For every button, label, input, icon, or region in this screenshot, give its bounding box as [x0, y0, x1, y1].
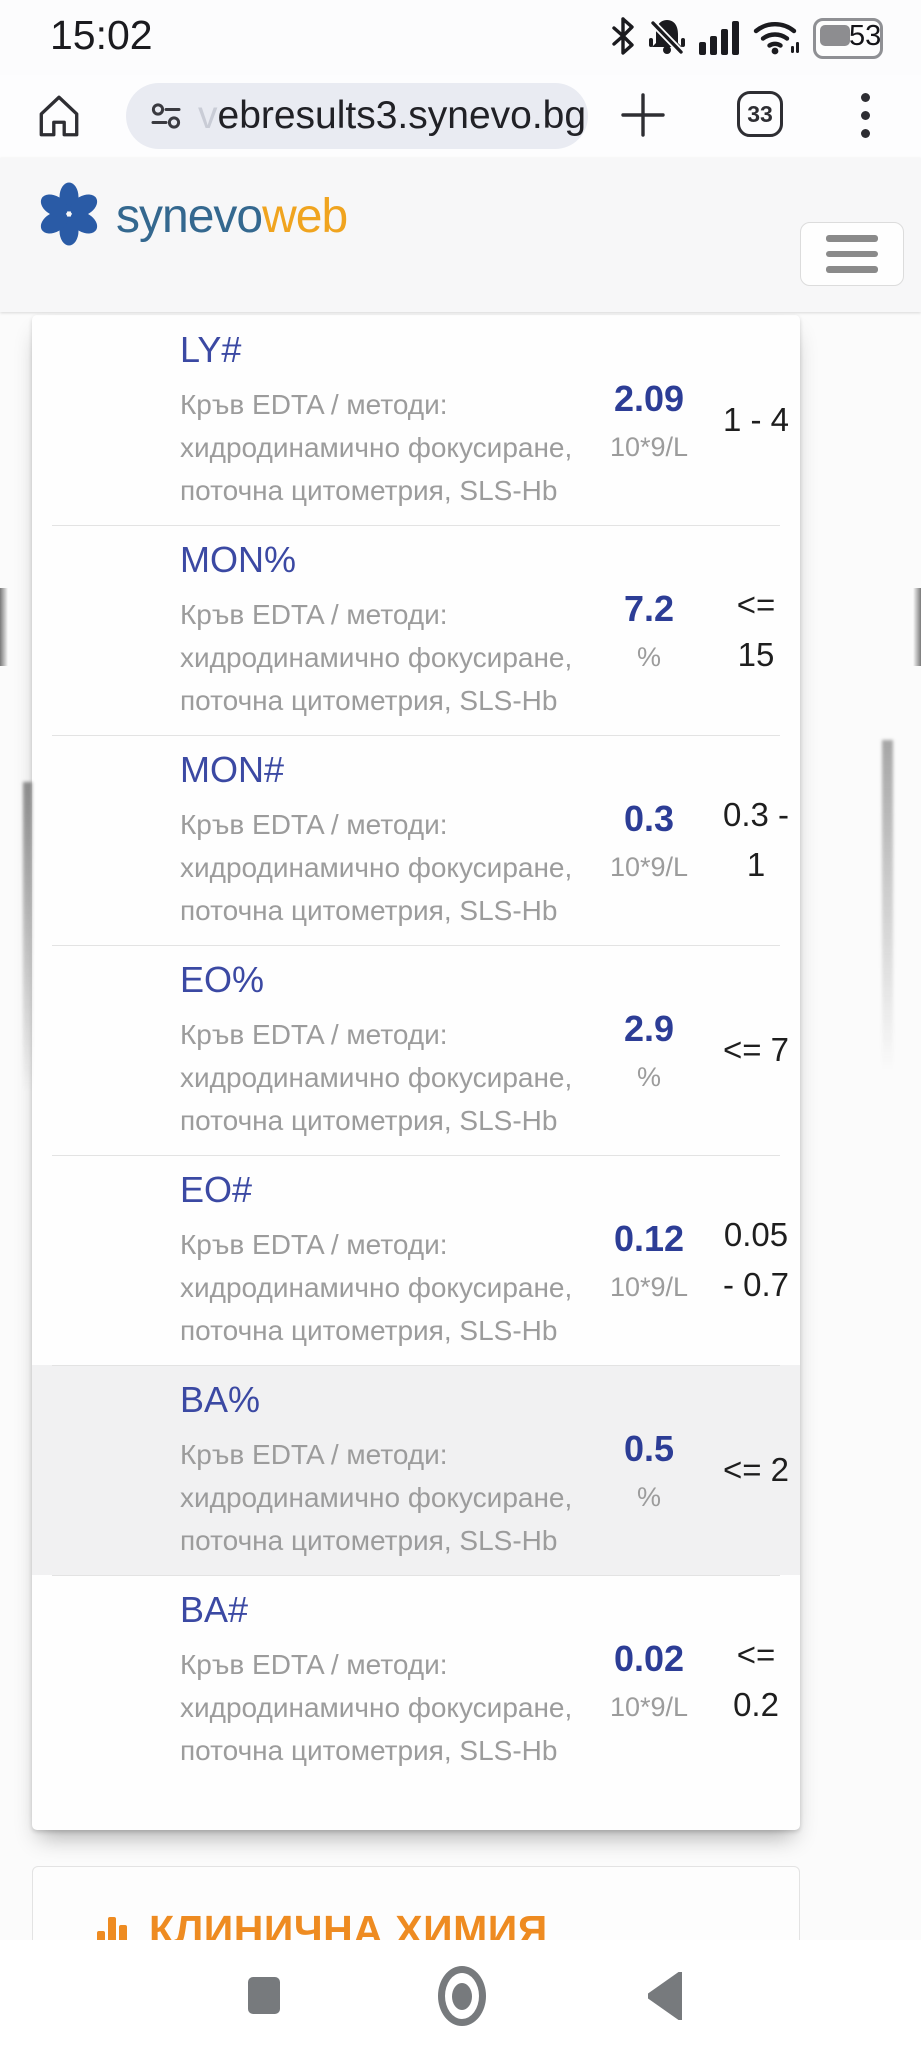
battery-icon: 53: [813, 17, 883, 59]
battery-fill: [820, 24, 850, 46]
test-name: MON#: [180, 748, 285, 790]
test-result: 0.12 10*9/L: [588, 1218, 710, 1303]
result-row[interactable]: EO# Кръв EDTA / методи: хидродинамично ф…: [32, 1155, 800, 1365]
results-card: LY# Кръв EDTA / методи: хидродинамично ф…: [32, 315, 800, 1830]
test-value: 0.02: [613, 1637, 685, 1679]
result-row[interactable]: MON% Кръв EDTA / методи: хидродинамично …: [32, 525, 800, 735]
test-info: MON# Кръв EDTA / методи: хидродинамично …: [180, 749, 588, 932]
results-list: LY# Кръв EDTA / методи: хидродинамично ф…: [32, 315, 800, 1785]
test-description: Кръв EDTA / методи: хидродинамично фокус…: [180, 1648, 573, 1766]
result-row[interactable]: BA% Кръв EDTA / методи: хидродинамично ф…: [32, 1365, 800, 1575]
browser-toolbar: vebresults3.synevo.bg 33: [0, 75, 921, 159]
new-tab-button[interactable]: [620, 92, 666, 138]
test-unit: 10*9/L: [609, 431, 689, 462]
back-icon[interactable]: [646, 1970, 684, 2022]
test-value: 2.09: [613, 377, 685, 419]
test-info: EO% Кръв EDTA / методи: хидродинамично ф…: [180, 959, 588, 1142]
url-bar[interactable]: vebresults3.synevo.bg: [126, 83, 588, 149]
hamburger-menu-button[interactable]: [800, 222, 904, 286]
test-unit: 10*9/L: [609, 1691, 689, 1722]
test-unit: 10*9/L: [609, 851, 689, 882]
logo-text-web: web: [262, 190, 348, 243]
test-description: Кръв EDTA / методи: хидродинамично фокус…: [180, 388, 573, 506]
test-info: EO# Кръв EDTA / методи: хидродинамично ф…: [180, 1169, 588, 1352]
test-description: Кръв EDTA / методи: хидродинамично фокус…: [180, 598, 573, 716]
test-unit: %: [636, 1061, 661, 1092]
reference-range: <= 0.2: [733, 1636, 779, 1723]
status-icons: 53: [611, 16, 883, 61]
result-row[interactable]: LY# Кръв EDTA / методи: хидродинамично ф…: [32, 315, 800, 525]
status-bar: 15:02: [0, 0, 921, 75]
bluetooth-icon: [611, 16, 635, 61]
test-name: LY#: [180, 328, 242, 370]
result-row[interactable]: EO% Кръв EDTA / методи: хидродинамично ф…: [32, 945, 800, 1155]
test-value: 0.12: [613, 1217, 685, 1259]
wifi-icon: [752, 17, 800, 60]
url-domain: ebresults3.synevo.bg: [217, 94, 587, 137]
battery-percent: 53: [849, 19, 882, 52]
flower-logo-icon: [36, 178, 102, 255]
test-result: 2.9 %: [588, 1008, 710, 1093]
test-result: 2.09 10*9/L: [588, 378, 710, 463]
edge-shadow-right: [913, 588, 921, 666]
reference-range: <= 2: [722, 1451, 790, 1488]
test-result: 0.02 10*9/L: [588, 1638, 710, 1723]
tab-count: 33: [747, 100, 773, 127]
test-name: BA%: [180, 1378, 261, 1420]
test-result: 0.3 10*9/L: [588, 798, 710, 883]
edge-shadow-left: [0, 588, 8, 666]
test-unit: %: [636, 641, 661, 672]
logo-text-synevo: synevo: [116, 190, 263, 243]
test-value: 0.3: [623, 797, 675, 839]
test-value: 7.2: [623, 587, 675, 629]
url-clipped-char: v: [198, 94, 218, 137]
result-row[interactable]: BA# Кръв EDTA / методи: хидродинамично ф…: [32, 1575, 800, 1785]
status-time: 15:02: [50, 12, 153, 58]
reference-range: 0.05 - 0.7: [722, 1216, 790, 1303]
notifications-muted-icon: [648, 16, 686, 61]
url-text[interactable]: vebresults3.synevo.bg: [198, 94, 586, 138]
site-header: synevoweb: [0, 158, 921, 312]
page-content: LY# Кръв EDTA / методи: хидродинамично ф…: [0, 312, 921, 2048]
synevo-logo[interactable]: synevoweb: [36, 178, 348, 255]
test-unit: %: [636, 1481, 661, 1512]
test-description: Кръв EDTA / методи: хидродинамично фокус…: [180, 1018, 573, 1136]
reference-range: 0.3 - 1: [722, 796, 790, 883]
card-peek-shadow-right: [882, 740, 893, 1070]
site-settings-tune-icon[interactable]: [150, 100, 182, 132]
test-description: Кръв EDTA / методи: хидродинамично фокус…: [180, 808, 573, 926]
home-icon[interactable]: [438, 1966, 486, 2026]
test-name: EO#: [180, 1168, 253, 1210]
android-nav-bar: [0, 1940, 921, 2048]
reference-range: 1 - 4: [722, 401, 790, 438]
tab-switcher-button[interactable]: 33: [737, 91, 783, 137]
test-unit: 10*9/L: [609, 1271, 689, 1302]
test-info: BA# Кръв EDTA / методи: хидродинамично ф…: [180, 1589, 588, 1772]
test-value: 2.9: [623, 1007, 675, 1049]
test-name: EO%: [180, 958, 265, 1000]
test-name: MON%: [180, 538, 296, 580]
test-result: 0.5 %: [588, 1428, 710, 1513]
test-result: 7.2 %: [588, 588, 710, 673]
reference-range: <= 7: [722, 1031, 790, 1068]
test-value: 0.5: [623, 1427, 675, 1469]
test-description: Кръв EDTA / методи: хидродинамично фокус…: [180, 1438, 573, 1556]
recents-icon[interactable]: [248, 1977, 280, 2014]
result-row[interactable]: MON# Кръв EDTA / методи: хидродинамично …: [32, 735, 800, 945]
browser-menu-button[interactable]: [845, 89, 885, 141]
signal-icon: [699, 21, 739, 55]
test-name: BA#: [180, 1588, 249, 1630]
test-info: LY# Кръв EDTA / методи: хидродинамично ф…: [180, 329, 588, 512]
test-description: Кръв EDTA / методи: хидродинамично фокус…: [180, 1228, 573, 1346]
home-button[interactable]: [34, 91, 84, 141]
test-info: BA% Кръв EDTA / методи: хидродинамично ф…: [180, 1379, 588, 1562]
card-peek-shadow-left: [23, 782, 32, 1092]
test-info: MON% Кръв EDTA / методи: хидродинамично …: [180, 539, 588, 722]
logo-text: synevoweb: [116, 189, 348, 244]
reference-range: <= 15: [736, 586, 776, 673]
